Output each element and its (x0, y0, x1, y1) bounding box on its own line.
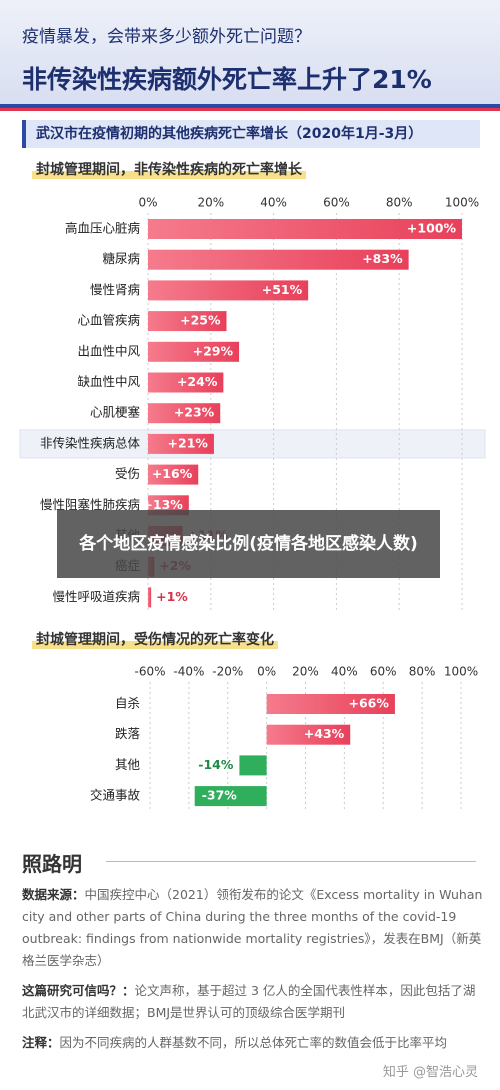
category-label: 慢性呼吸道疾病 (52, 589, 140, 604)
logo: 照路明 (22, 852, 82, 876)
divider (106, 861, 476, 862)
x-tick-label: 40% (260, 196, 287, 210)
x-tick-label: 0% (257, 665, 276, 679)
bar (148, 249, 409, 270)
category-label: 糖尿病 (102, 251, 140, 266)
x-tick-label: 20% (292, 665, 319, 679)
bar (148, 341, 240, 362)
value-label: +51% (262, 282, 303, 297)
x-tick-label: 0% (138, 196, 157, 210)
note: 这篇研究可信吗？：论文声称，基于超过 3 亿人的全国代表性样本，因此包括了湖北武… (22, 980, 484, 1024)
note-label: 这篇研究可信吗？： (22, 983, 135, 998)
bar (148, 403, 221, 424)
note-label: 注释： (22, 1035, 60, 1050)
chart-subtitle: 封城管理期间，非传染性疾病的死亡率增长 (36, 161, 303, 178)
value-label: +23% (174, 405, 215, 420)
note-text: 论文声称，基于超过 3 亿人的全国代表性样本，因此包括了湖北武汉市的详细数据；B… (22, 983, 476, 1020)
chart-subtitle: 封城管理期间，受伤情况的死亡率变化 (36, 631, 274, 648)
row-highlight (19, 429, 486, 459)
stripe (0, 108, 500, 111)
bar (148, 219, 462, 239)
bar (148, 464, 199, 485)
value-label: +25% (180, 313, 221, 328)
category-label: 心血管疾病 (77, 313, 140, 328)
x-tick-label: 20% (197, 196, 224, 210)
value-label: +29% (193, 343, 234, 358)
category-label: 慢性肾病 (90, 282, 140, 297)
note-text: 中国疾控中心（2021）领衔发布的论文《Excess mortality in … (22, 887, 483, 968)
bar (148, 311, 227, 332)
overlay: 各个地区疫情感染比例(疫情各地区感染人数) (57, 510, 440, 578)
watermark: 知乎 @智浩心灵 (382, 1065, 478, 1080)
note-label: 数据来源： (22, 887, 85, 902)
value-label: +66% (349, 696, 390, 711)
bar (266, 694, 395, 714)
x-tick-label: 80% (409, 665, 436, 679)
value-label: +83% (362, 251, 403, 266)
charts: 封城管理期间，非传染性疾病的死亡率增长 0% 20% 40% 60% 80% 100% 高血压… (19, 161, 486, 812)
question: 疫情暴发，会带来多少额外死亡问题？ (22, 27, 311, 47)
value-label: -14% (198, 757, 234, 772)
bar (266, 724, 351, 745)
value-label: +43% (304, 726, 345, 741)
x-tick-label: 60% (323, 196, 350, 210)
bar (148, 587, 152, 608)
category-label: 心肌梗塞 (90, 405, 141, 420)
value-label: +16% (152, 466, 193, 481)
section-title: 武汉市在疫情初期的其他疾病死亡率增长（2020年1月-3月） (22, 120, 480, 148)
headline: 非传染性疾病额外死亡率上升了21% (22, 65, 432, 94)
bar (148, 433, 214, 454)
category-label: 慢性阻塞性肺疾病 (40, 497, 140, 512)
header: 疫情暴发，会带来多少额外死亡问题？ 非传染性疾病额外死亡率上升了21% (0, 0, 500, 106)
bar (148, 372, 224, 393)
category-label: 自杀 (115, 696, 140, 711)
bar (148, 280, 309, 301)
category-label: 非传染性疾病总体 (40, 435, 141, 450)
x-tick-label: -20% (212, 665, 243, 679)
category-label: 其他 (115, 757, 141, 772)
note: 数据来源：中国疾控中心（2021）领衔发布的论文《Excess mortalit… (22, 884, 484, 972)
category-label: 受伤 (115, 466, 140, 481)
category-label: 跌落 (115, 726, 141, 741)
value-label: +24% (177, 374, 218, 389)
value-label: +100% (407, 221, 457, 236)
value-label: +21% (168, 435, 209, 450)
stripe (0, 104, 500, 108)
subtitle-highlight (32, 171, 306, 179)
x-tick-label: 80% (386, 196, 413, 210)
bar (194, 786, 267, 807)
category-label: 高血压心脏病 (65, 221, 140, 236)
category-label: 出血性中风 (77, 343, 140, 358)
x-tick-label: -40% (173, 665, 204, 679)
value-label: -37% (202, 788, 238, 803)
category-label: 缺血性中风 (77, 374, 140, 389)
value-label: +13% (142, 497, 183, 512)
x-tick-label: 40% (331, 665, 358, 679)
x-tick-label: 60% (370, 665, 397, 679)
x-tick-label: 100% (445, 196, 479, 210)
bar (239, 755, 267, 776)
x-tick-label: -60% (134, 665, 165, 679)
value-label: +1% (156, 589, 188, 604)
notes: 数据来源：中国疾控中心（2021）领衔发布的论文《Excess mortalit… (22, 884, 484, 1062)
note-text: 因为不同疾病的人群基数不同，所以总体死亡率的数值会低于比率平均 (59, 1035, 448, 1050)
x-tick-label: 100% (444, 665, 478, 679)
category-label: 交通事故 (90, 788, 141, 803)
note: 注释：因为不同疾病的人群基数不同，所以总体死亡率的数值会低于比率平均 (22, 1032, 484, 1054)
subtitle-highlight (32, 641, 278, 649)
